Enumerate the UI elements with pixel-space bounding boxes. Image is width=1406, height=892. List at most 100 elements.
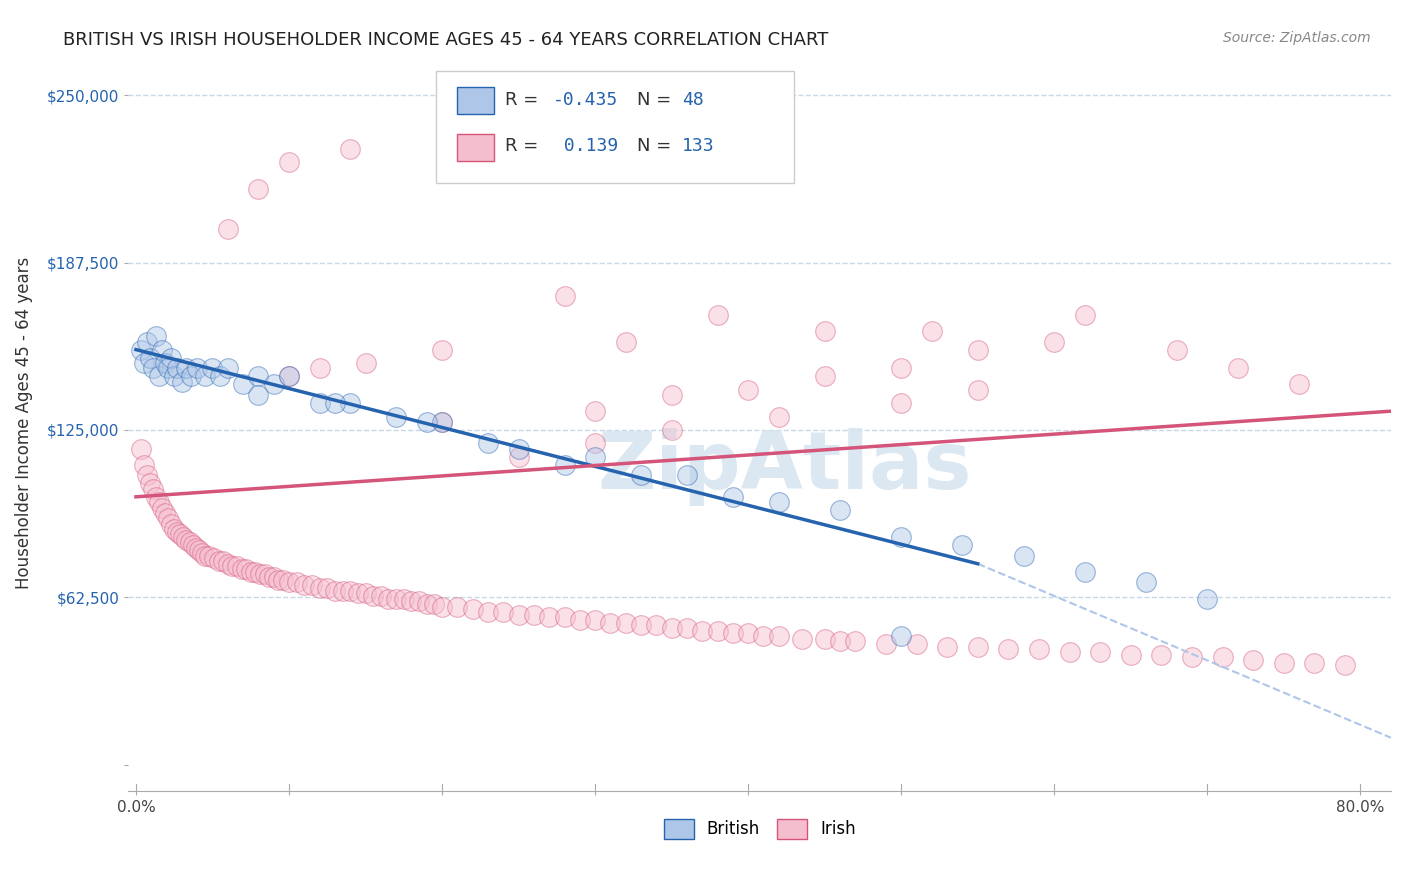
Point (737, 626, 759, 640)
Point (1119, 648, 1142, 662)
Point (430, 599, 453, 614)
Point (890, 361, 912, 376)
Point (752, 629, 775, 643)
Point (263, 377, 285, 392)
Legend: British, Irish: British, Irish (657, 812, 862, 846)
Point (232, 377, 254, 392)
Point (661, 388, 683, 402)
Point (430, 343, 453, 357)
Point (339, 583, 361, 598)
Point (676, 621, 699, 635)
Text: 48: 48 (682, 91, 703, 109)
Point (249, 567, 271, 582)
Point (247, 388, 270, 402)
Point (129, 442, 152, 456)
Point (231, 562, 253, 576)
Point (1059, 645, 1081, 659)
Point (492, 605, 515, 619)
Point (814, 369, 837, 384)
Point (135, 334, 157, 349)
Point (179, 535, 201, 549)
Point (1212, 650, 1234, 665)
Point (132, 458, 155, 472)
Point (138, 476, 160, 491)
Point (308, 361, 330, 376)
Point (690, 624, 713, 638)
Point (790, 632, 813, 646)
Point (583, 436, 606, 450)
Point (221, 559, 243, 574)
Point (423, 597, 446, 611)
Y-axis label: Householder Income Ages 45 - 64 years: Householder Income Ages 45 - 64 years (15, 257, 32, 590)
Point (508, 450, 530, 464)
Point (292, 578, 315, 592)
Point (1074, 565, 1097, 579)
Point (323, 396, 346, 410)
Point (890, 629, 912, 643)
Point (568, 613, 591, 627)
Point (905, 637, 928, 651)
Point (278, 369, 301, 384)
Text: 133: 133 (682, 137, 714, 155)
Point (163, 522, 186, 536)
Point (129, 343, 152, 357)
Point (323, 583, 346, 598)
Point (1166, 343, 1188, 357)
Point (1088, 645, 1111, 659)
Point (278, 155, 301, 169)
Point (966, 343, 988, 357)
Point (1181, 650, 1204, 665)
Point (377, 591, 399, 606)
Point (181, 538, 204, 552)
Point (1043, 334, 1066, 349)
Point (661, 423, 683, 437)
Point (285, 575, 308, 590)
Point (401, 594, 423, 608)
Point (157, 361, 180, 376)
Point (217, 557, 239, 571)
Point (253, 567, 276, 582)
Point (257, 570, 280, 584)
Point (194, 369, 217, 384)
Point (212, 554, 235, 568)
Point (446, 599, 468, 614)
Point (153, 506, 176, 520)
Point (706, 624, 728, 638)
Point (278, 575, 301, 590)
Point (768, 409, 790, 424)
Point (138, 351, 160, 365)
Point (875, 637, 897, 651)
Point (1150, 648, 1173, 662)
Point (201, 361, 224, 376)
Point (145, 329, 167, 343)
Point (1197, 591, 1219, 606)
Point (844, 634, 866, 648)
Point (553, 610, 575, 624)
Point (226, 559, 249, 574)
Point (308, 581, 330, 595)
Point (132, 356, 155, 370)
Point (430, 415, 453, 429)
Point (630, 468, 652, 483)
Point (169, 527, 191, 541)
Point (416, 597, 439, 611)
Point (170, 375, 193, 389)
Point (1288, 377, 1310, 392)
Text: -0.435: -0.435 (553, 91, 617, 109)
Point (737, 383, 759, 397)
Point (508, 442, 530, 456)
Point (339, 142, 361, 156)
Point (160, 516, 183, 531)
Point (370, 589, 392, 603)
Point (190, 546, 212, 560)
Point (247, 182, 270, 196)
Point (166, 361, 188, 376)
Point (676, 468, 699, 483)
Point (354, 356, 377, 370)
Point (135, 468, 157, 483)
Point (180, 369, 202, 384)
Point (721, 626, 744, 640)
Point (477, 436, 499, 450)
Point (614, 334, 637, 349)
Point (267, 573, 290, 587)
